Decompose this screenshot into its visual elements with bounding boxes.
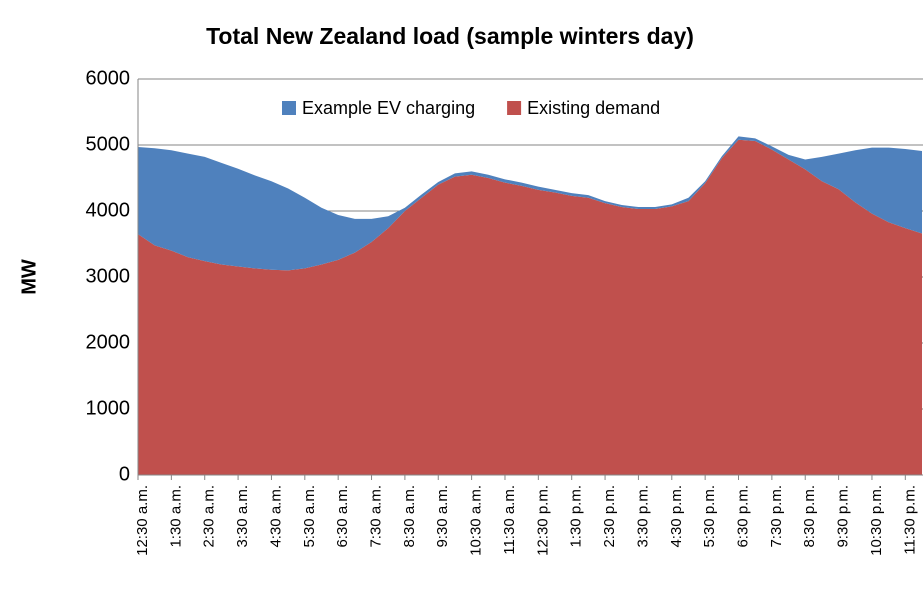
x-tick-label: 11:30 a.m. xyxy=(501,485,518,555)
area xyxy=(138,136,922,271)
y-tick-label: 3000 xyxy=(86,265,131,287)
x-tick-label: 10:30 a.m. xyxy=(468,485,485,556)
x-tick-label: 8:30 a.m. xyxy=(401,485,418,548)
legend-swatch xyxy=(507,101,522,115)
x-tick-label: 11:30 p.m. xyxy=(901,485,918,555)
x-tick-label: 9:30 a.m. xyxy=(434,485,451,548)
y-tick-label: 4000 xyxy=(86,199,131,221)
x-tick-label: 2:30 a.m. xyxy=(201,485,218,548)
y-axis-label: MW xyxy=(18,259,40,295)
x-tick-label: 12:30 p.m. xyxy=(534,485,551,556)
y-tick-label: 1000 xyxy=(86,397,131,419)
x-tick-label: 6:30 a.m. xyxy=(334,485,351,548)
y-tick-label: 6000 xyxy=(86,67,131,89)
x-tick-label: 12:30 a.m. xyxy=(134,485,151,556)
legend-swatch xyxy=(282,101,296,115)
x-tick-label: 4:30 a.m. xyxy=(267,485,284,548)
x-tick-label: 6:30 p.m. xyxy=(734,485,751,548)
x-tick-label: 2:30 p.m. xyxy=(601,485,618,548)
x-tick-label: 7:30 a.m. xyxy=(368,485,385,548)
x-tick-label: 3:30 p.m. xyxy=(634,485,651,548)
x-tick-label: 10:30 p.m. xyxy=(868,485,885,556)
x-tick-label: 5:30 a.m. xyxy=(301,485,318,548)
x-tick-label: 9:30 p.m. xyxy=(835,485,852,548)
legend-label: Existing demand xyxy=(527,98,660,118)
x-tick-label: 4:30 p.m. xyxy=(668,485,685,548)
x-tick-label: 7:30 p.m. xyxy=(768,485,785,548)
x-tick-label: 1:30 p.m. xyxy=(568,485,585,548)
x-tick-label: 5:30 p.m. xyxy=(701,485,718,548)
chart-title: Total New Zealand load (sample winters d… xyxy=(206,23,694,49)
y-tick-label: 2000 xyxy=(86,331,131,353)
x-tick-label: 8:30 p.m. xyxy=(801,485,818,548)
legend-label: Example EV charging xyxy=(302,98,475,118)
x-tick-label: 1:30 a.m. xyxy=(167,485,184,548)
area xyxy=(138,139,922,475)
y-tick-label: 5000 xyxy=(86,133,131,155)
y-tick-label: 0 xyxy=(119,463,130,485)
x-tick-label: 3:30 a.m. xyxy=(234,485,251,548)
